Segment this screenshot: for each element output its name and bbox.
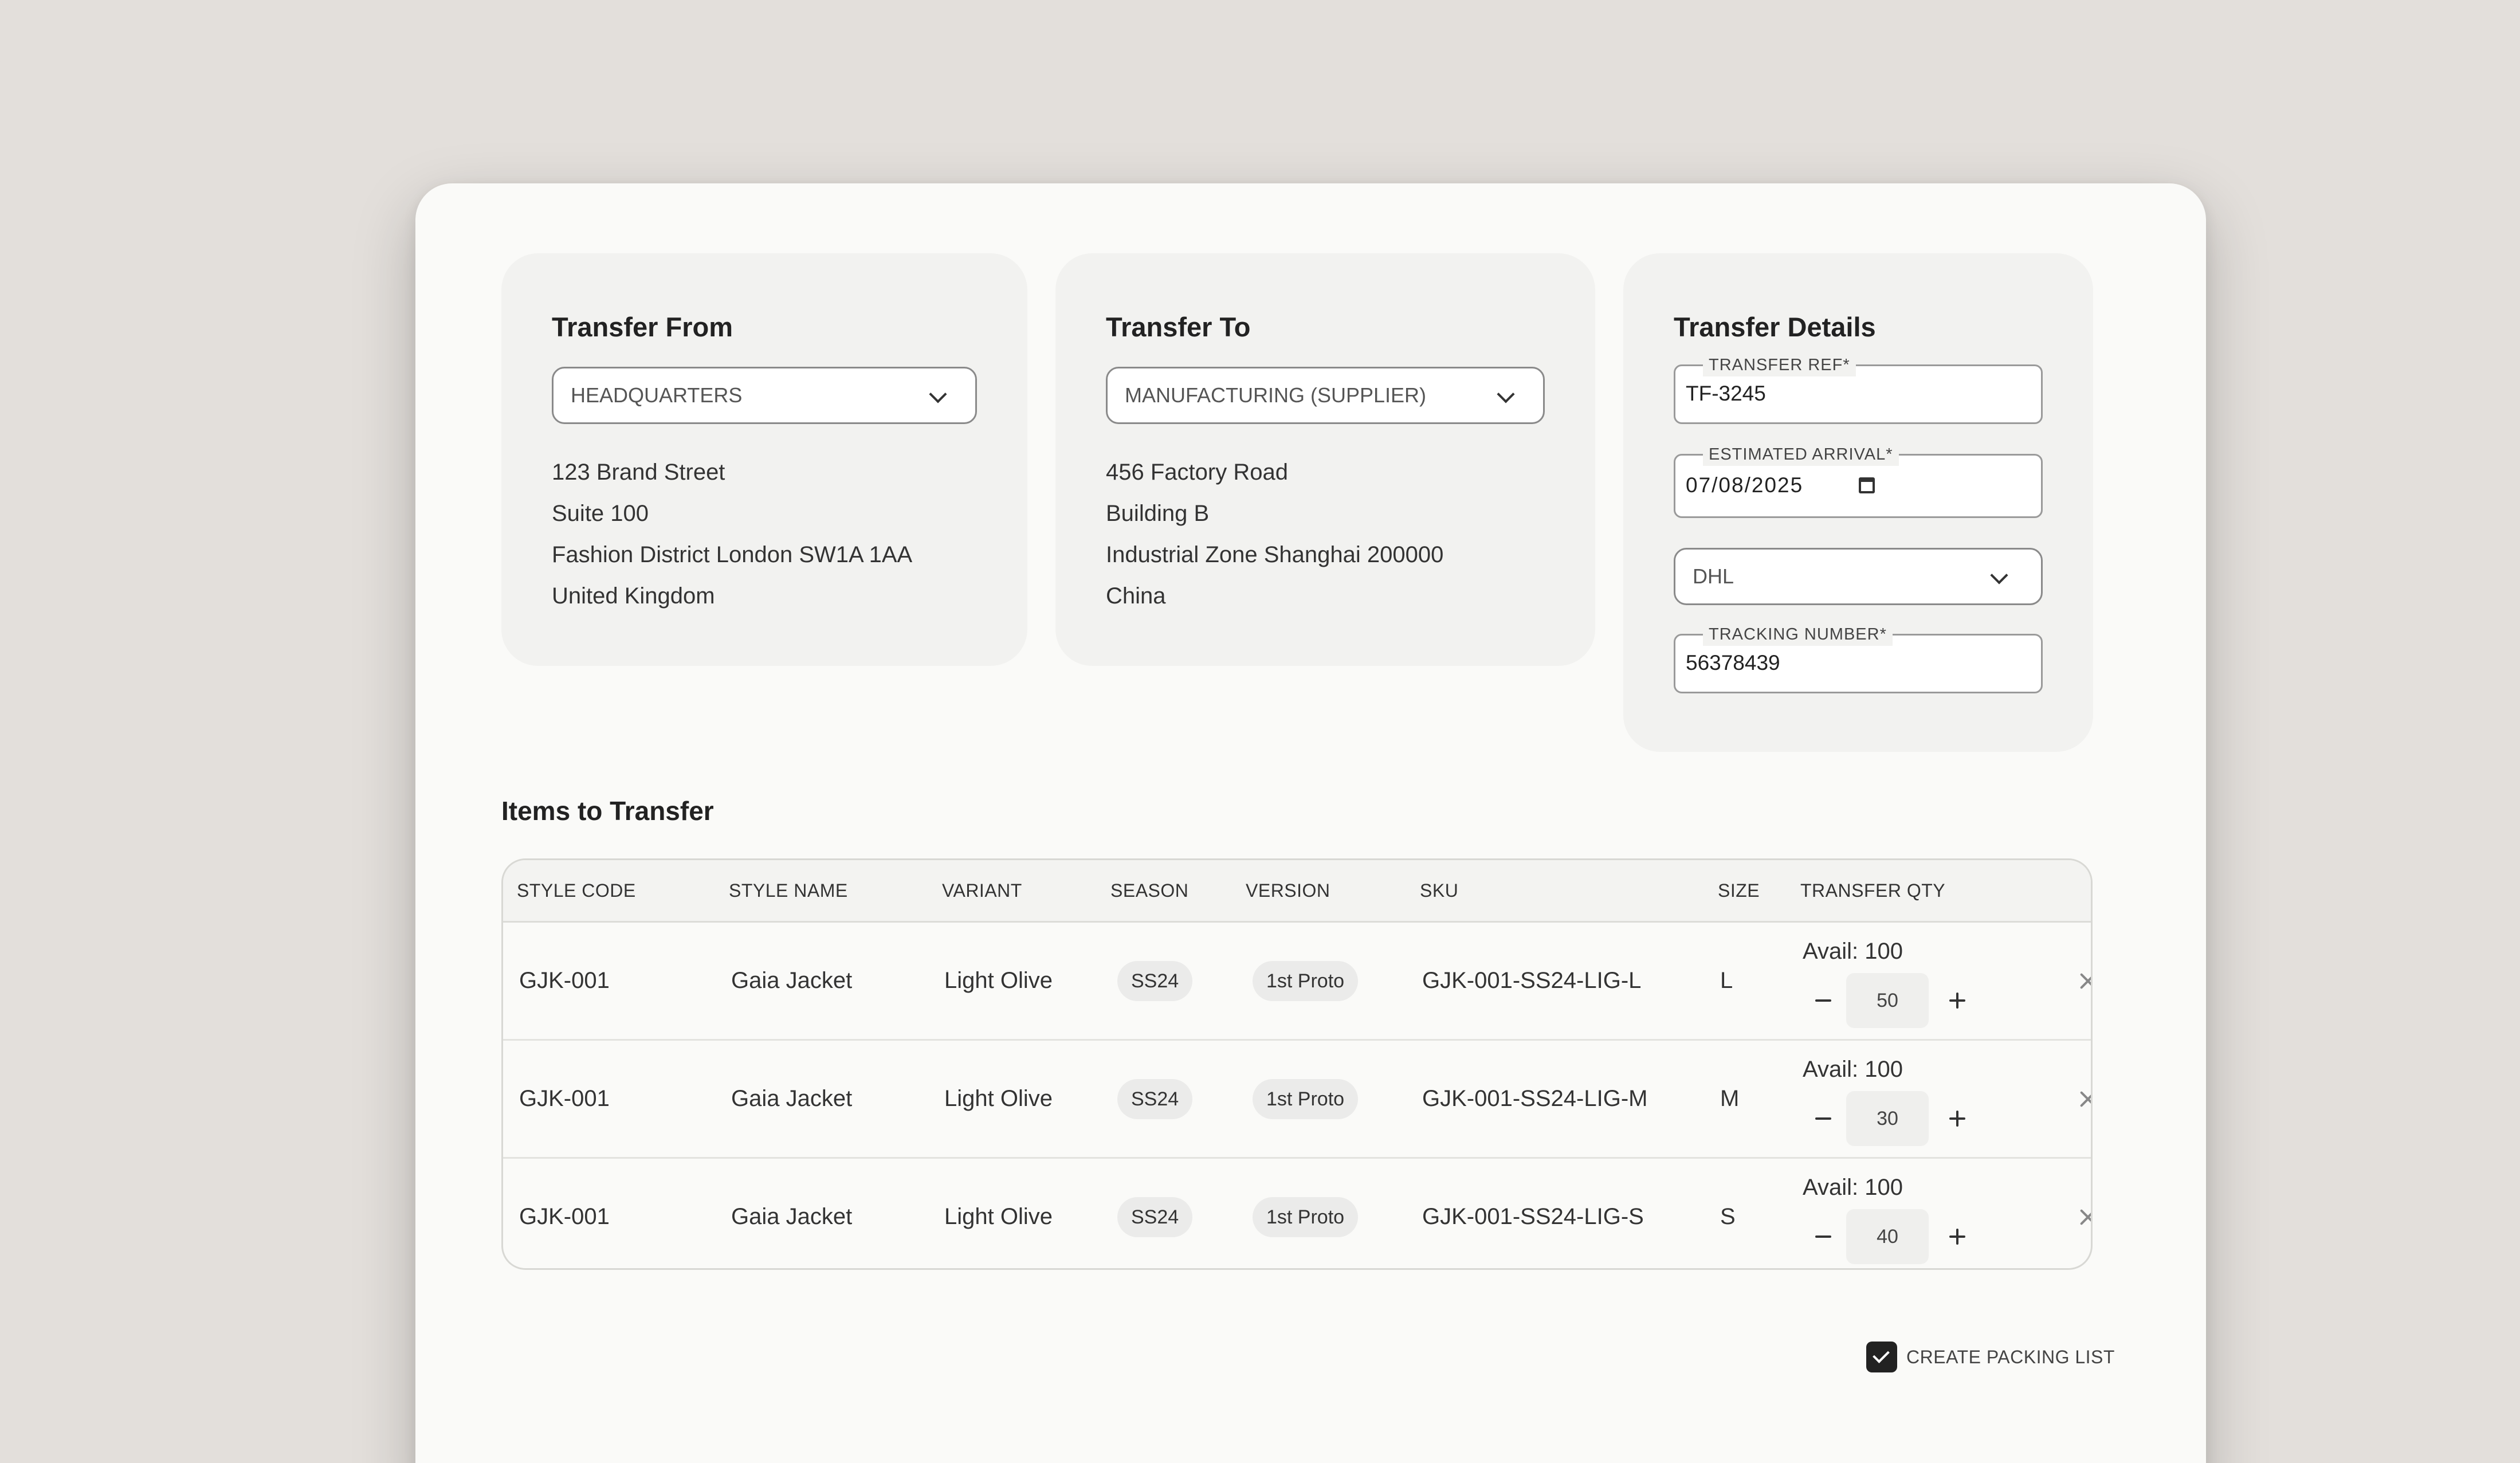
tracking-number-value: 56378439 <box>1686 651 1780 674</box>
minus-icon[interactable] <box>1815 1117 1831 1120</box>
address-line: Building B <box>1106 501 1210 526</box>
available-qty: Avail: 100 <box>1803 1057 1903 1082</box>
address-line: 456 Factory Road <box>1106 460 1288 485</box>
check-icon[interactable] <box>1866 1342 1897 1372</box>
column-header-version: VERSION <box>1246 880 1330 901</box>
quantity-stepper: 40 <box>1803 1209 1975 1264</box>
column-header-transfer-qty: TRANSFER QTY <box>1800 880 1946 901</box>
style-code-cell: GJK-001 <box>519 1086 610 1111</box>
items-table: STYLE CODE STYLE NAME VARIANT SEASON VER… <box>501 858 2093 1270</box>
sku-cell: GJK-001-SS24-LIG-L <box>1422 968 1642 993</box>
tracking-number-label: TRACKING NUMBER* <box>1703 623 1893 646</box>
column-header-season: SEASON <box>1110 880 1189 901</box>
transfer-ref-field[interactable]: TRANSFER REF* TF-3245 <box>1674 354 2043 424</box>
tracking-number-field[interactable]: TRACKING NUMBER* 56378439 <box>1674 623 2043 693</box>
season-badge: SS24 <box>1117 1079 1193 1119</box>
style-name-cell: Gaia Jacket <box>731 1086 853 1111</box>
sku-cell: GJK-001-SS24-LIG-S <box>1422 1204 1644 1229</box>
style-name-cell: Gaia Jacket <box>731 968 853 993</box>
transfer-to-address: 456 Factory Road Building B Industrial Z… <box>1106 452 1545 617</box>
column-header-style-code: STYLE CODE <box>517 880 636 901</box>
carrier-select-value: DHL <box>1693 564 1734 588</box>
estimated-arrival-value: 07/08/2025 <box>1686 473 1804 497</box>
table-row: GJK-001 Gaia Jacket Light Olive SS24 1st… <box>503 1041 2091 1159</box>
transfer-qty-cell: Avail: 100 50 <box>1803 923 2043 1039</box>
plus-icon[interactable] <box>1949 1229 1965 1245</box>
plus-icon[interactable] <box>1949 1111 1965 1127</box>
column-header-size: SIZE <box>1718 880 1760 901</box>
transfer-to-title: Transfer To <box>1106 312 1251 342</box>
version-badge: 1st Proto <box>1253 1079 1359 1119</box>
table-row: GJK-001 Gaia Jacket Light Olive SS24 1st… <box>503 1159 2091 1268</box>
column-header-variant: VARIANT <box>942 880 1022 901</box>
size-cell: L <box>1720 968 1733 993</box>
table-header: STYLE CODE STYLE NAME VARIANT SEASON VER… <box>503 860 2091 923</box>
quantity-input[interactable]: 40 <box>1846 1209 1929 1264</box>
transfer-details-title: Transfer Details <box>1674 312 1876 342</box>
minus-icon[interactable] <box>1815 999 1831 1002</box>
carrier-select[interactable]: DHL <box>1674 548 2043 605</box>
sku-cell: GJK-001-SS24-LIG-M <box>1422 1086 1648 1111</box>
transfer-from-card: Transfer From HEADQUARTERS 123 Brand Str… <box>501 253 1027 666</box>
chevron-down-icon <box>1990 566 2008 585</box>
size-cell: M <box>1720 1086 1740 1111</box>
available-qty: Avail: 100 <box>1803 939 1903 964</box>
transfer-from-select[interactable]: HEADQUARTERS <box>552 367 977 424</box>
quantity-input[interactable]: 30 <box>1846 1091 1929 1146</box>
create-packing-list-label: CREATE PACKING LIST <box>1906 1347 2115 1367</box>
style-code-cell: GJK-001 <box>519 968 610 993</box>
chevron-down-icon <box>1497 385 1515 403</box>
size-cell: S <box>1720 1204 1736 1229</box>
transfer-qty-cell: Avail: 100 40 <box>1803 1159 2043 1268</box>
close-icon[interactable] <box>2079 1208 2091 1226</box>
season-badge: SS24 <box>1117 1197 1193 1237</box>
transfer-to-select[interactable]: MANUFACTURING (SUPPLIER) <box>1106 367 1545 424</box>
season-badge: SS24 <box>1117 961 1193 1001</box>
calendar-icon[interactable] <box>1859 477 1875 493</box>
transfer-qty-cell: Avail: 100 30 <box>1803 1041 2043 1157</box>
address-line: United Kingdom <box>552 583 715 609</box>
transfer-to-card: Transfer To MANUFACTURING (SUPPLIER) 456… <box>1055 253 1595 666</box>
close-icon[interactable] <box>2079 1090 2091 1108</box>
address-line: 123 Brand Street <box>552 460 725 485</box>
version-badge: 1st Proto <box>1253 961 1359 1001</box>
quantity-input[interactable]: 50 <box>1846 973 1929 1028</box>
estimated-arrival-field[interactable]: ESTIMATED ARRIVAL* 07/08/2025 <box>1674 443 2043 518</box>
transfer-window: Transfer From HEADQUARTERS 123 Brand Str… <box>415 183 2206 1463</box>
minus-icon[interactable] <box>1815 1235 1831 1238</box>
column-header-sku: SKU <box>1420 880 1459 901</box>
available-qty: Avail: 100 <box>1803 1175 1903 1200</box>
quantity-stepper: 30 <box>1803 1091 1975 1146</box>
version-badge: 1st Proto <box>1253 1197 1359 1237</box>
transfer-from-address: 123 Brand Street Suite 100 Fashion Distr… <box>552 452 977 617</box>
style-code-cell: GJK-001 <box>519 1204 610 1229</box>
items-section-title: Items to Transfer <box>501 796 714 826</box>
close-icon[interactable] <box>2079 972 2091 990</box>
transfer-ref-value: TF-3245 <box>1686 382 1766 405</box>
variant-cell: Light Olive <box>944 968 1053 993</box>
transfer-from-title: Transfer From <box>552 312 733 342</box>
transfer-ref-label: TRANSFER REF* <box>1703 354 1856 376</box>
chevron-down-icon <box>929 385 947 403</box>
style-name-cell: Gaia Jacket <box>731 1204 853 1229</box>
transfer-from-select-value: HEADQUARTERS <box>571 383 743 407</box>
variant-cell: Light Olive <box>944 1204 1053 1229</box>
transfer-to-select-value: MANUFACTURING (SUPPLIER) <box>1125 383 1427 407</box>
column-header-style-name: STYLE NAME <box>729 880 848 901</box>
table-row: GJK-001 Gaia Jacket Light Olive SS24 1st… <box>503 923 2091 1041</box>
estimated-arrival-label: ESTIMATED ARRIVAL* <box>1703 443 1899 466</box>
quantity-stepper: 50 <box>1803 973 1975 1028</box>
variant-cell: Light Olive <box>944 1086 1053 1111</box>
address-line: Fashion District London SW1A 1AA <box>552 542 913 567</box>
address-line: Industrial Zone Shanghai 200000 <box>1106 542 1444 567</box>
address-line: China <box>1106 583 1166 609</box>
plus-icon[interactable] <box>1949 993 1965 1009</box>
transfer-details-card: Transfer Details TRANSFER REF* TF-3245 E… <box>1623 253 2093 752</box>
address-line: Suite 100 <box>552 501 649 526</box>
